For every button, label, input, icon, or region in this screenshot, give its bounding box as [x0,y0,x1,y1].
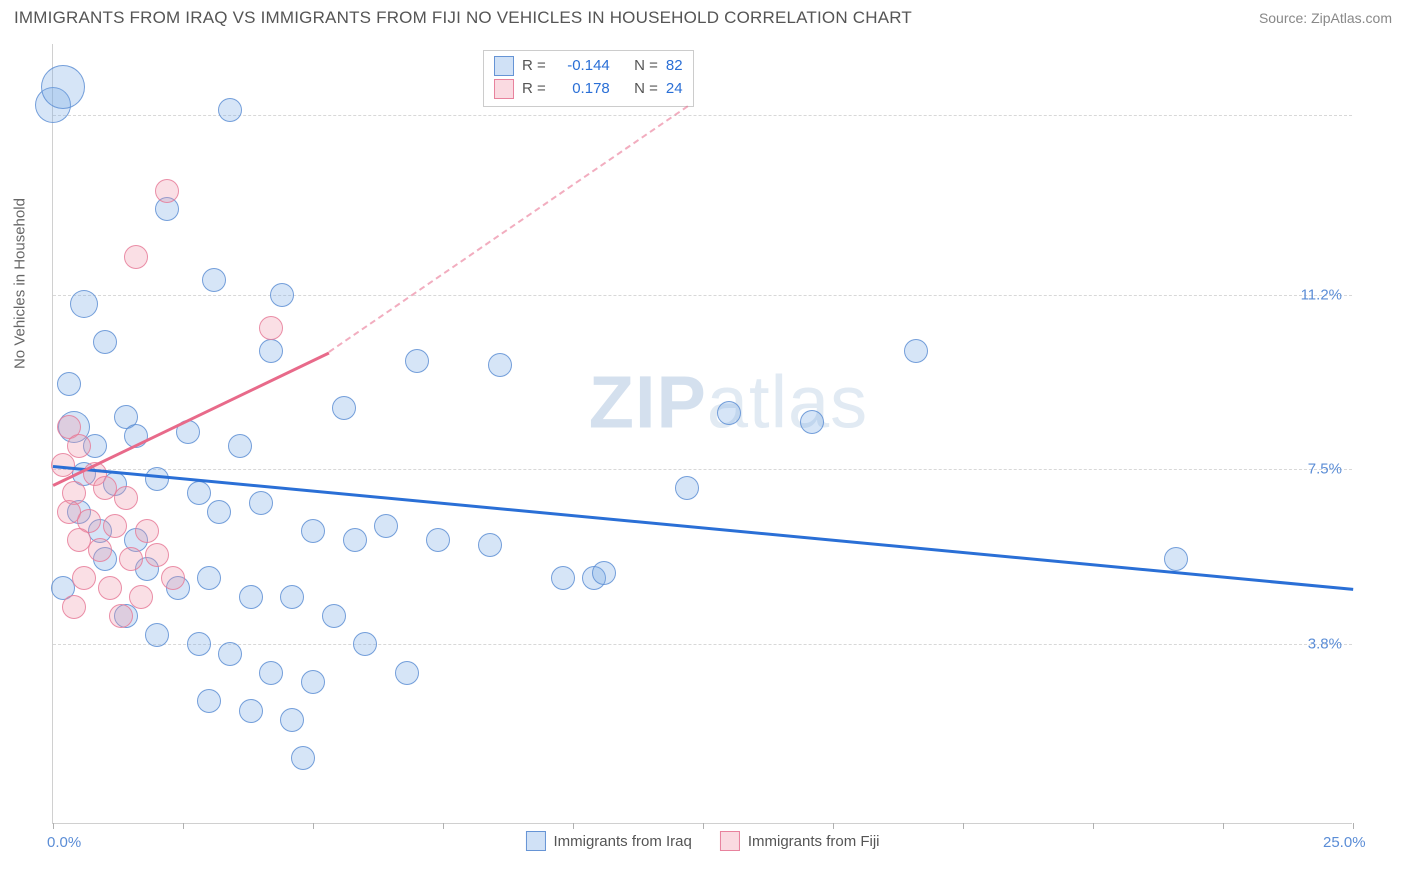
scatter-point [675,476,699,500]
chart-title: IMMIGRANTS FROM IRAQ VS IMMIGRANTS FROM … [14,8,912,28]
gridline [53,644,1352,645]
scatter-point [395,661,419,685]
scatter-point [270,283,294,307]
scatter-point [197,566,221,590]
legend-label: Immigrants from Fiji [748,833,880,850]
scatter-point [207,500,231,524]
swatch-series1-icon [494,56,514,76]
scatter-point [57,372,81,396]
chart-header: IMMIGRANTS FROM IRAQ VS IMMIGRANTS FROM … [0,0,1406,34]
legend-label: Immigrants from Iraq [553,833,691,850]
stat-row: R = -0.144 N = 82 [494,55,683,78]
scatter-point [145,623,169,647]
scatter-point [202,268,226,292]
scatter-point [119,547,143,571]
scatter-point [103,514,127,538]
x-tick [443,823,444,829]
scatter-point [478,533,502,557]
scatter-point [343,528,367,552]
scatter-point [161,566,185,590]
swatch-series1-icon [525,831,545,851]
chart-source: Source: ZipAtlas.com [1259,10,1392,26]
x-tick-label: 25.0% [1323,834,1366,851]
swatch-series2-icon [494,79,514,99]
scatter-point [239,585,263,609]
scatter-point [592,561,616,585]
gridline [53,295,1352,296]
x-tick [1093,823,1094,829]
scatter-point [93,330,117,354]
scatter-point [426,528,450,552]
y-tick-label: 7.5% [1308,461,1342,478]
scatter-point [72,566,96,590]
legend-item: Immigrants from Iraq [525,831,691,851]
scatter-point [218,98,242,122]
trend-line [328,106,688,353]
scatter-point [353,632,377,656]
scatter-point [332,396,356,420]
x-tick [53,823,54,829]
scatter-point [259,316,283,340]
x-tick [313,823,314,829]
scatter-point [70,290,98,318]
scatter-point [155,179,179,203]
scatter-point [301,519,325,543]
scatter-point [239,699,263,723]
stat-row: R = 0.178 N = 24 [494,78,683,101]
scatter-plot: ZIPatlas R = -0.144 N = 82 R = 0.178 N =… [52,44,1352,824]
x-tick [573,823,574,829]
scatter-point [374,514,398,538]
scatter-point [259,661,283,685]
swatch-series2-icon [720,831,740,851]
correlation-stat-box: R = -0.144 N = 82 R = 0.178 N = 24 [483,50,694,107]
scatter-point [145,467,169,491]
legend-item: Immigrants from Fiji [720,831,880,851]
y-axis-title: No Vehicles in Household [12,198,29,369]
scatter-point [291,746,315,770]
gridline [53,115,1352,116]
scatter-point [135,519,159,543]
scatter-point [249,491,273,515]
scatter-point [228,434,252,458]
scatter-point [129,585,153,609]
x-tick [963,823,964,829]
scatter-point [488,353,512,377]
scatter-point [405,349,429,373]
scatter-point [187,632,211,656]
scatter-point [1164,547,1188,571]
scatter-point [109,604,133,628]
scatter-point [280,585,304,609]
scatter-point [904,339,928,363]
x-tick [183,823,184,829]
y-tick-label: 3.8% [1308,636,1342,653]
x-tick-label: 0.0% [47,834,81,851]
scatter-point [98,576,122,600]
y-tick-label: 11.2% [1301,286,1342,303]
scatter-point [551,566,575,590]
scatter-point [114,486,138,510]
trend-line [53,465,1353,590]
scatter-point [218,642,242,666]
scatter-point [124,245,148,269]
scatter-point [280,708,304,732]
scatter-point [800,410,824,434]
scatter-point [197,689,221,713]
scatter-point [88,538,112,562]
scatter-point [322,604,346,628]
scatter-point [717,401,741,425]
legend: Immigrants from Iraq Immigrants from Fij… [525,831,879,851]
scatter-point [187,481,211,505]
trend-line [52,351,329,486]
scatter-point [41,65,85,109]
scatter-point [259,339,283,363]
scatter-point [301,670,325,694]
scatter-point [62,595,86,619]
x-tick [1223,823,1224,829]
x-tick [1353,823,1354,829]
gridline [53,469,1352,470]
x-tick [703,823,704,829]
x-tick [833,823,834,829]
scatter-point [145,543,169,567]
